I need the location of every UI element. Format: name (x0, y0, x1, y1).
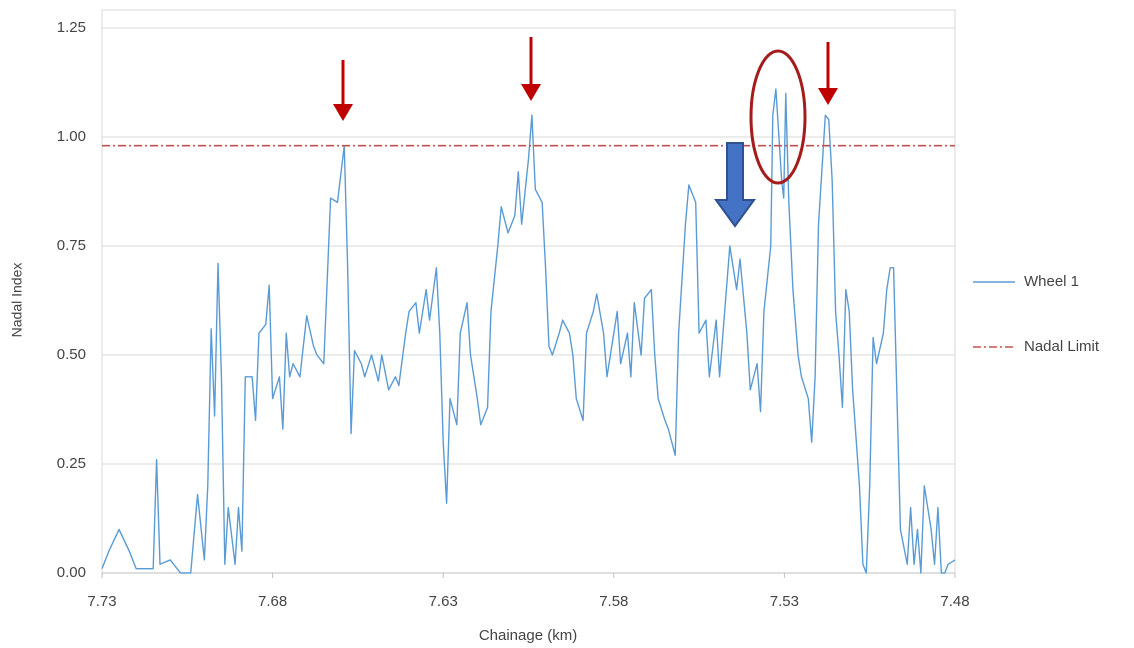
y-tick-label: 0.25 (57, 455, 86, 472)
y-tick-label: 1.00 (57, 128, 86, 145)
legend-label: Nadal Limit (1024, 338, 1100, 355)
x-tick-label: 7.63 (429, 593, 458, 610)
y-tick-label: 0.75 (57, 237, 86, 254)
y-tick-label: 1.25 (57, 19, 86, 36)
x-tick-label: 7.73 (87, 593, 116, 610)
x-tick-label: 7.48 (940, 593, 969, 610)
plot: 0.00 0.25 0.50 0.75 1.00 1.25 7.73 7.68 7.63 7.58… (57, 19, 1100, 610)
arrow-head (521, 84, 541, 101)
highlight-ellipse (749, 49, 807, 185)
y-tick-label: 0.00 (57, 564, 86, 581)
x-tick-label: 7.53 (770, 593, 799, 610)
blue-arrow (714, 142, 756, 228)
arrow-head (818, 88, 838, 105)
x-tick-label: 7.58 (599, 593, 628, 610)
x-axis-title: Chainage (km) (479, 627, 577, 644)
annotations (333, 37, 838, 228)
series-line (101, 88, 956, 574)
y-tick-label: 0.50 (57, 346, 86, 363)
y-axis-title: Nadal Index (9, 263, 25, 338)
x-tick-label: 7.68 (258, 593, 287, 610)
arrow-head (333, 104, 353, 121)
legend-label: Wheel 1 (1024, 273, 1079, 290)
